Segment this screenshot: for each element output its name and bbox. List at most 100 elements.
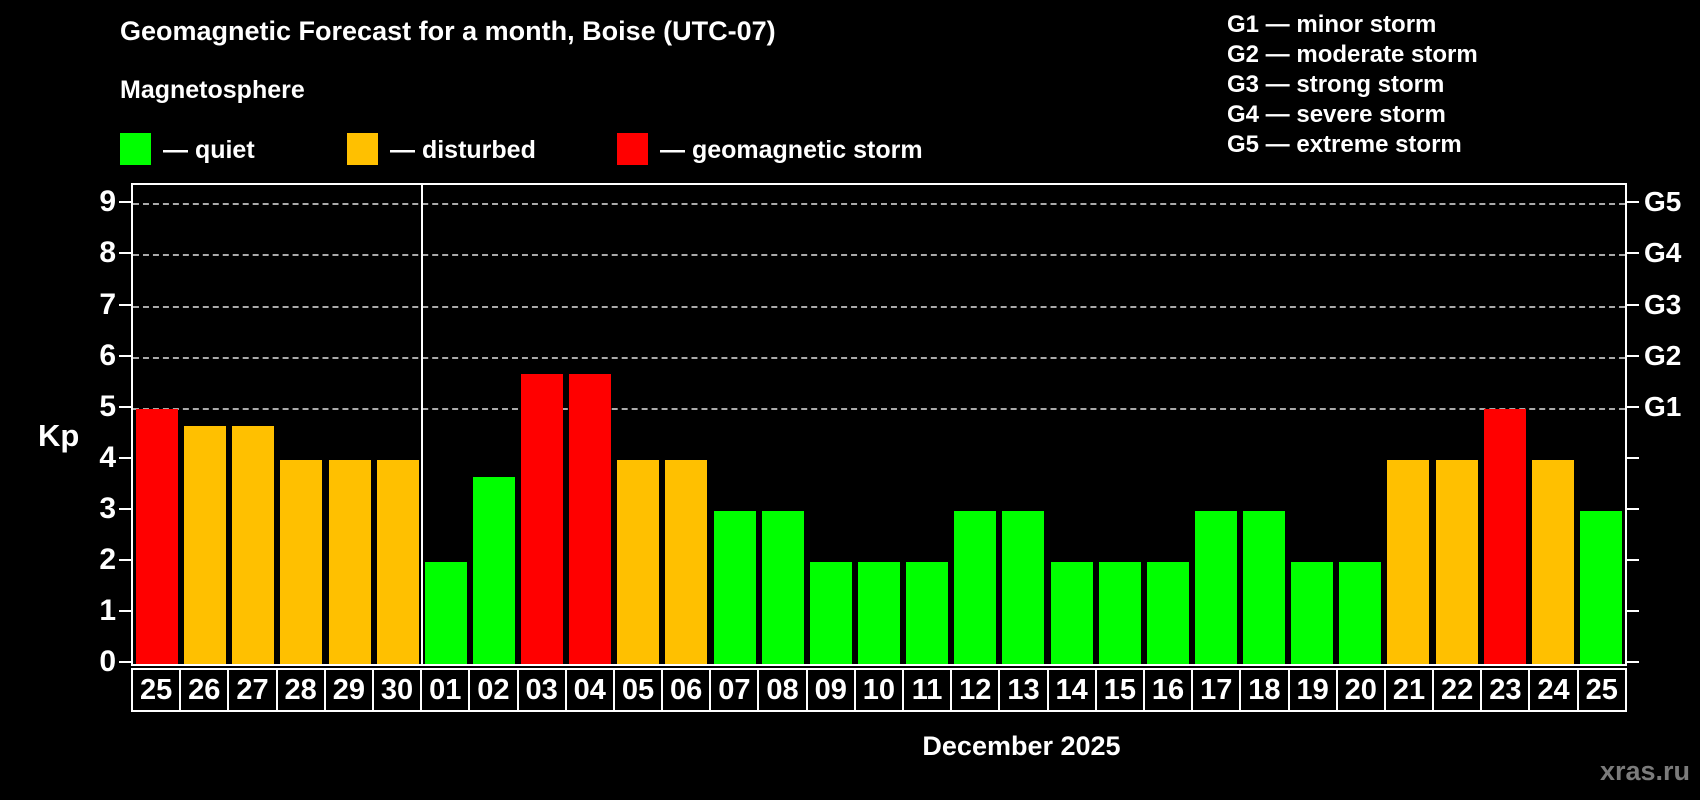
kp-status-legend: — quiet — disturbed — geomagnetic storm: [0, 130, 1700, 170]
legend-swatch-disturbed: [347, 133, 378, 165]
date-cell-nov-26: 26: [179, 668, 230, 712]
month-separator-line: [420, 185, 423, 664]
right-tick-2: [1627, 558, 1639, 561]
date-cell-dec-02: 02: [468, 668, 519, 712]
date-cell-nov-28: 28: [275, 668, 326, 712]
right-tick-3: [1627, 507, 1639, 510]
kp-bar-day-16: [1146, 562, 1189, 664]
x-axis-date-row: 25 26 27 28 29 30 01 02 03 04 05 06 07 08 09 10 11 12 13 14…: [131, 668, 1627, 712]
y-tick-3: [119, 507, 131, 510]
kp-bar-day-11: [906, 562, 949, 664]
date-cell-dec-10: 10: [853, 668, 904, 712]
right-tick-5: [1627, 405, 1639, 408]
right-tick-7: [1627, 303, 1639, 306]
gridline-kp8: [133, 254, 1625, 257]
right-axis-label-G3: G3: [1644, 288, 1682, 320]
date-cell-dec-03: 03: [516, 668, 567, 712]
date-cell-nov-25: 25: [131, 668, 182, 712]
date-cell-dec-05: 05: [612, 668, 664, 712]
y-tick-4: [119, 456, 131, 459]
kp-bar-day-20: [1339, 562, 1382, 664]
kp-bar-day-01: [424, 562, 467, 664]
date-cell-dec-24: 24: [1528, 668, 1579, 712]
date-cell-dec-14: 14: [1046, 668, 1097, 712]
watermark: xras.ru: [1599, 756, 1690, 786]
plot-area: [131, 183, 1627, 666]
g-scale-legend: G1 — minor storm G2 — moderate storm G3 — …: [1227, 10, 1478, 160]
kp-bar-day-13: [1002, 511, 1045, 664]
legend-swatch-storm: [617, 133, 648, 165]
date-cell-nov-27: 27: [227, 668, 278, 712]
y-tick-9: [119, 201, 131, 204]
gridline-kp9: [133, 203, 1625, 206]
y-tick-label-0: 0: [99, 645, 116, 678]
kp-bar-day-25: [1579, 511, 1622, 664]
kp-bar-day-28: [280, 460, 323, 664]
y-tick-label-5: 5: [99, 389, 116, 423]
g-legend-line: G5 — extreme storm: [1227, 131, 1462, 158]
kp-bar-day-26: [184, 426, 227, 664]
date-cell-dec-23: 23: [1480, 668, 1531, 712]
date-cell-dec-01: 01: [420, 668, 471, 712]
gridline-kp7: [133, 305, 1625, 308]
y-tick-1: [119, 609, 131, 612]
date-cell-dec-19: 19: [1287, 668, 1338, 712]
kp-bar-day-07: [713, 511, 756, 664]
legend-swatch-quiet: [120, 133, 151, 165]
y-tick-label-4: 4: [99, 440, 116, 474]
kp-bar-day-18: [1243, 511, 1286, 664]
kp-bar-day-10: [858, 562, 900, 664]
x-axis-title: December 2025: [922, 731, 1121, 761]
right-tick-9: [1627, 201, 1639, 204]
kp-bar-day-14: [1050, 562, 1093, 664]
date-cell-dec-16: 16: [1142, 668, 1194, 712]
kp-bar-day-05: [617, 460, 660, 664]
g-legend-line: G3 — strong storm: [1227, 71, 1445, 98]
legend-label-storm: — geomagnetic storm: [660, 136, 923, 164]
right-tick-8: [1627, 252, 1639, 255]
kp-bar-day-25: [136, 409, 179, 664]
kp-bar-day-03: [521, 374, 564, 664]
kp-bar-day-09: [809, 562, 852, 664]
date-cell-dec-09: 09: [805, 668, 856, 712]
y-tick-label-8: 8: [99, 236, 116, 270]
right-tick-4: [1627, 456, 1639, 459]
date-cell-dec-04: 04: [564, 668, 615, 712]
date-cell-nov-30: 30: [371, 668, 423, 712]
date-cell-dec-08: 08: [757, 668, 808, 712]
chart-title: Geomagnetic Forecast for a month, Boise …: [120, 16, 776, 46]
kp-bar-day-21: [1387, 460, 1430, 664]
date-cell-dec-07: 07: [709, 668, 760, 712]
gridline-kp6: [133, 356, 1625, 359]
kp-bar-day-27: [232, 426, 275, 664]
kp-bar-day-30: [376, 460, 419, 664]
kp-bar-day-08: [761, 511, 804, 664]
date-cell-dec-22: 22: [1432, 668, 1483, 712]
y-tick-0: [119, 661, 131, 663]
kp-bar-day-15: [1098, 562, 1141, 664]
kp-bar-day-02: [472, 477, 515, 664]
right-tick-1: [1627, 609, 1639, 612]
right-axis-label-G5: G5: [1644, 186, 1682, 218]
g-legend-line: G1 — minor storm: [1227, 11, 1437, 38]
y-tick-6: [119, 354, 131, 357]
legend-label-disturbed: — disturbed: [390, 136, 536, 164]
kp-bar-day-23: [1483, 409, 1526, 664]
kp-bar-day-17: [1194, 511, 1237, 664]
right-axis-label-G1: G1: [1644, 390, 1682, 422]
right-axis-label-G2: G2: [1644, 339, 1682, 371]
y-tick-2: [119, 558, 131, 561]
y-tick-8: [119, 252, 131, 255]
right-tick-0: [1627, 661, 1639, 663]
g-legend-line: G4 — severe storm: [1227, 101, 1446, 128]
kp-bar-day-12: [954, 511, 997, 664]
date-cell-dec-06: 06: [661, 668, 712, 712]
g-legend-line: G2 — moderate storm: [1227, 41, 1478, 68]
date-cell-dec-11: 11: [902, 668, 953, 712]
y-tick-label-1: 1: [99, 593, 116, 627]
legend-label-quiet: — quiet: [163, 136, 255, 164]
date-cell-dec-25: 25: [1576, 668, 1627, 712]
y-tick-label-2: 2: [99, 542, 116, 576]
date-cell-dec-21: 21: [1383, 668, 1435, 712]
y-tick-5: [119, 405, 131, 408]
